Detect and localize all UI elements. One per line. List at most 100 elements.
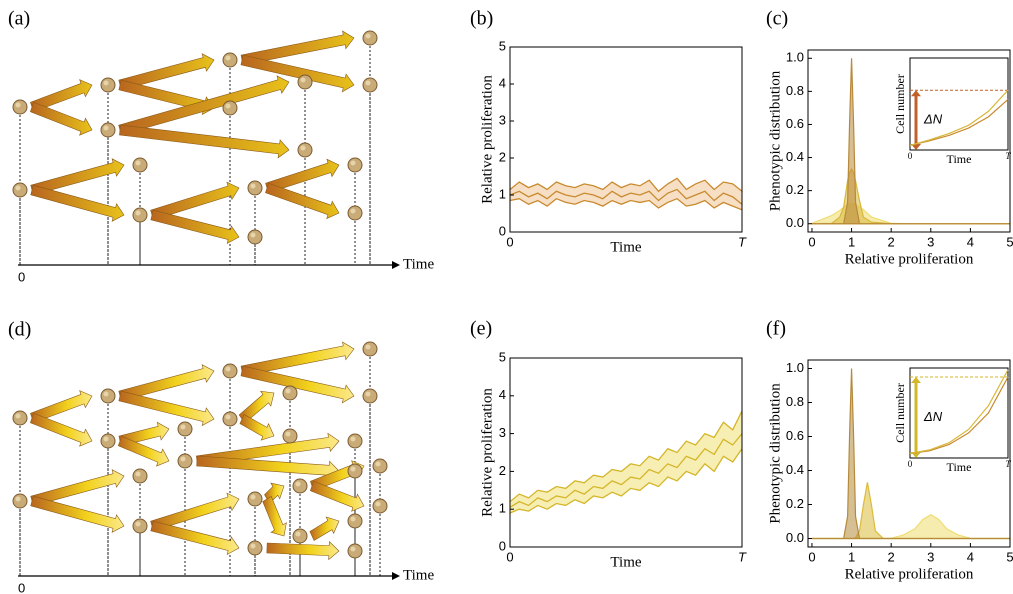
x-tick-label: 5: [1006, 234, 1013, 249]
cell: [292, 478, 308, 494]
panel-label: (f): [766, 318, 786, 340]
x-axis-label: Time: [610, 239, 641, 255]
arrow-head: [911, 90, 921, 97]
cell: [282, 428, 298, 444]
cell-detail: [365, 80, 371, 86]
distribution: [811, 482, 1010, 540]
distribution: [811, 514, 1010, 540]
division-arrow: [119, 124, 290, 159]
cell: [347, 543, 363, 559]
plot-frame: [509, 357, 743, 548]
y-tick-label: 0.8: [786, 394, 804, 409]
cell-detail: [350, 436, 356, 442]
cell-detail: [375, 501, 381, 507]
cell: [347, 205, 363, 221]
division-arrow: [262, 495, 287, 537]
series-line: [509, 188, 743, 205]
x-tick-label: 0: [506, 234, 513, 249]
cell-detail: [250, 232, 256, 238]
annotation: ΔN: [923, 409, 943, 424]
cell-detail: [375, 461, 381, 467]
y-tick-label: 2: [499, 149, 506, 164]
cell-detail: [135, 210, 141, 216]
inset-y-label: Cell number: [893, 74, 907, 134]
panel-label: (d): [8, 319, 31, 341]
x-tick-label: 2: [888, 234, 895, 249]
cell-detail: [15, 496, 21, 502]
cell: [362, 388, 378, 404]
cell: [100, 77, 116, 93]
cell-detail: [365, 33, 371, 39]
cell: [100, 122, 116, 138]
cell: [372, 498, 388, 514]
y-tick-label: 1: [499, 186, 506, 201]
arrow-head: [911, 377, 921, 383]
cell: [297, 74, 313, 90]
cell-detail: [250, 494, 256, 500]
division-arrow: [240, 54, 355, 93]
division-arrow: [30, 469, 125, 507]
cell-detail: [250, 183, 256, 189]
inset-x-tick-label: 0: [908, 151, 913, 161]
inset-line: [909, 369, 1009, 455]
series-line: [509, 433, 743, 508]
y-tick-label: 0.6: [786, 428, 804, 443]
distribution: [811, 58, 1010, 225]
division-arrow: [238, 390, 275, 424]
division-arrow: [30, 79, 93, 113]
x-tick-label: 4: [967, 234, 974, 249]
cell-detail: [103, 391, 109, 397]
cell: [347, 463, 363, 479]
series-line: [509, 448, 743, 514]
division-arrow: [117, 435, 170, 467]
cell: [12, 99, 28, 115]
origin-label: 0: [18, 580, 25, 594]
axis-label: Time: [403, 567, 434, 583]
cell-detail: [365, 344, 371, 350]
cell: [132, 207, 148, 223]
cell: [247, 491, 263, 507]
chart-panel: (c) 0.0 0.2 0.4 0.6 0.8 1.0 0 1 2 3 4 5 Relative prol…: [766, 8, 1013, 268]
y-axis-label: Phenotypic distribution: [767, 70, 783, 211]
cell-detail: [103, 125, 109, 131]
y-axis-label: Relative proliferation: [479, 388, 495, 517]
plot-frame: [807, 359, 1011, 548]
cell: [177, 453, 193, 469]
division-arrow: [150, 520, 240, 556]
inset-x-tick-label: T: [1005, 151, 1011, 161]
y-tick-label: 0.4: [786, 149, 804, 164]
cell-detail: [135, 471, 141, 477]
cell-detail: [103, 436, 109, 442]
plot-frame: [807, 49, 1011, 233]
y-tick-label: 5: [499, 349, 506, 364]
y-tick-label: 3: [499, 112, 506, 127]
y-tick-label: 4: [499, 75, 506, 90]
y-tick-label: 4: [499, 387, 506, 402]
plot-frame: [509, 46, 743, 233]
cell-detail: [250, 543, 256, 549]
cell: [222, 52, 238, 68]
cell: [100, 433, 116, 449]
panel-label: (a): [8, 8, 30, 30]
lineage-diagram: Time 0 (a): [8, 8, 434, 285]
inset-x-tick-label: 0: [908, 459, 913, 469]
series-line: [509, 177, 743, 193]
division-arrow: [118, 75, 290, 136]
division-arrow: [240, 365, 355, 404]
y-tick-label: 0.8: [786, 83, 804, 98]
series-line: [509, 197, 743, 211]
y-axis-label: Relative proliferation: [479, 75, 495, 204]
division-arrow: [30, 390, 93, 424]
division-arrow: [29, 412, 93, 447]
cell-detail: [180, 456, 186, 462]
y-axis-label: Phenotypic distribution: [767, 383, 783, 524]
axis-arrow: [392, 572, 400, 580]
cell-detail: [350, 160, 356, 166]
inset-line: [909, 98, 1009, 146]
x-tick-label: 0: [808, 234, 815, 249]
cell: [12, 410, 28, 426]
cell-detail: [350, 516, 356, 522]
division-arrow: [150, 209, 240, 245]
cell: [132, 157, 148, 173]
